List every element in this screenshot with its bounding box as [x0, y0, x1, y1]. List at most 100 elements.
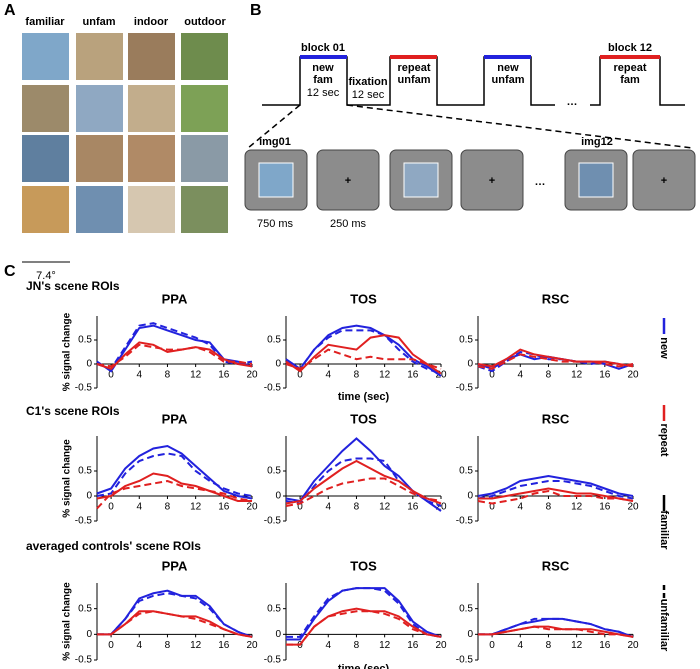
block-text: fam [620, 74, 640, 86]
chart-title: RSC [542, 291, 570, 306]
scale-label: 7.4° [36, 270, 56, 282]
column-label: familiar [25, 16, 65, 28]
stimulus [578, 162, 614, 198]
x-tick-label: 12 [379, 370, 391, 381]
block-text: repeat [397, 62, 430, 74]
series-line [96, 322, 253, 370]
zoom-line [247, 104, 301, 149]
x-tick-label: 20 [627, 640, 639, 651]
x-tick-label: 12 [190, 640, 202, 651]
panel-label: A [4, 2, 16, 19]
frame [460, 149, 524, 211]
series-line [285, 477, 442, 507]
x-tick-label: 0 [489, 370, 495, 381]
y-tick-label: -0.5 [75, 383, 93, 394]
block-text: fam [313, 74, 333, 86]
stimulus [258, 162, 294, 198]
series-line [285, 459, 442, 505]
x-tick-label: 20 [435, 640, 447, 651]
series-line [477, 489, 634, 505]
x-tick-label: 16 [599, 502, 611, 513]
x-tick-label: 16 [407, 370, 419, 381]
x-tick-label: 8 [165, 370, 171, 381]
x-tick-label: 0 [108, 640, 114, 651]
block-text: fixation [348, 76, 387, 88]
legend-label: repeat [658, 423, 670, 456]
y-tick-label: -0.5 [264, 383, 282, 394]
scene-image [181, 85, 228, 132]
series-line [478, 625, 634, 638]
x-tick-label: 0 [489, 502, 495, 513]
series-line [477, 474, 634, 497]
y-tick-label: -0.5 [456, 383, 474, 394]
ellipsis: … [567, 96, 578, 108]
y-tick-label: 0.5 [78, 466, 92, 477]
y-tick-label: 0 [275, 629, 281, 640]
y-tick-label: 0 [86, 491, 92, 502]
x-tick-label: 20 [246, 640, 258, 651]
column-label: outdoor [184, 16, 226, 28]
block-text: 12 sec [307, 87, 340, 99]
y-tick-label: -0.5 [264, 516, 282, 527]
y-axis-label: % signal change [62, 439, 73, 518]
row-title: JN's scene ROIs [26, 279, 120, 293]
x-tick-label: 0 [297, 502, 303, 513]
y-tick-label: 0 [467, 359, 473, 370]
x-axis-label: time (sec) [338, 391, 390, 403]
y-tick-label: 0.5 [267, 335, 281, 346]
scene-image [76, 186, 123, 233]
scene-image [128, 33, 175, 80]
x-tick-label: 4 [136, 502, 142, 513]
ellipsis: … [535, 176, 546, 188]
x-tick-label: 4 [325, 640, 331, 651]
x-tick-label: 4 [136, 370, 142, 381]
fixation-cross: + [489, 175, 495, 187]
series-line [477, 348, 634, 368]
y-tick-label: -0.5 [75, 516, 93, 527]
x-tick-label: 0 [108, 502, 114, 513]
frames: + + + [244, 149, 696, 211]
scene-image [128, 186, 175, 233]
scene-image [128, 85, 175, 132]
x-tick-label: 16 [218, 370, 230, 381]
y-tick-label: 0 [467, 491, 473, 502]
y-tick-label: 0 [467, 629, 473, 640]
series-line [285, 324, 442, 377]
x-tick-label: 8 [165, 502, 171, 513]
series-line [96, 472, 252, 502]
x-tick-label: 12 [571, 370, 583, 381]
x-tick-label: 16 [407, 640, 419, 651]
y-tick-label: 0.5 [459, 466, 473, 477]
block-text: repeat [613, 62, 646, 74]
stimulus [403, 162, 439, 198]
block-label: block 01 [301, 42, 345, 54]
frame [316, 149, 380, 211]
x-axis-label: time (sec) [338, 663, 390, 669]
x-tick-label: 12 [379, 640, 391, 651]
fixation-cross: + [661, 175, 667, 187]
block-text: unfam [398, 74, 431, 86]
zoom-line [346, 104, 693, 149]
x-tick-label: 16 [218, 640, 230, 651]
x-tick-label: 4 [517, 370, 523, 381]
y-tick-label: 0.5 [78, 335, 92, 346]
x-tick-label: 8 [546, 370, 552, 381]
chart-title: TOS [350, 411, 377, 426]
x-tick-label: 12 [379, 502, 391, 513]
series-line [285, 457, 442, 507]
chart-title: TOS [350, 291, 377, 306]
x-tick-label: 20 [246, 370, 258, 381]
x-tick-label: 20 [246, 502, 258, 513]
series-line [285, 437, 442, 512]
series-line [96, 343, 253, 368]
series-line [478, 617, 634, 638]
duration: 750 ms [257, 218, 294, 230]
y-tick-label: 0.5 [267, 466, 281, 477]
series-line [96, 452, 253, 497]
series-line [286, 587, 442, 638]
x-tick-label: 4 [136, 640, 142, 651]
x-tick-label: 20 [627, 502, 639, 513]
panel-label: C [4, 263, 16, 280]
y-tick-label: -0.5 [75, 655, 93, 666]
block-text: new [312, 62, 334, 74]
